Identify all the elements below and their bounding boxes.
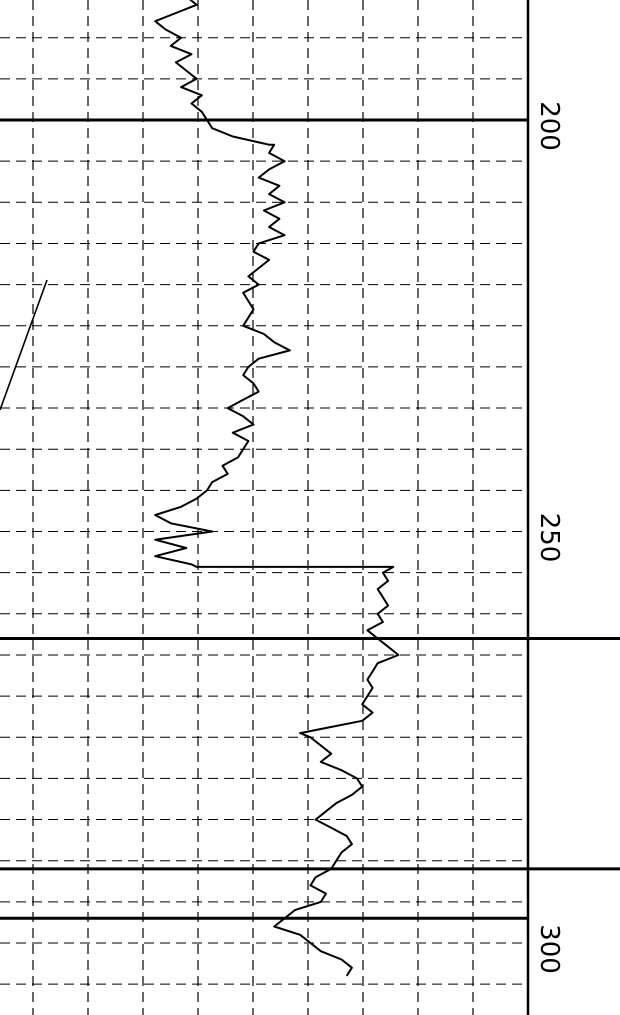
stray-pen-mark xyxy=(0,279,48,411)
y-tick-label-250: 250 xyxy=(534,513,564,563)
series-line-0 xyxy=(154,0,400,977)
y-tick-label-200: 200 xyxy=(534,101,564,151)
series-trace xyxy=(154,0,400,977)
y-tick-label-300: 300 xyxy=(534,924,564,974)
y-tick-labels: 200 250 300 xyxy=(534,101,564,974)
